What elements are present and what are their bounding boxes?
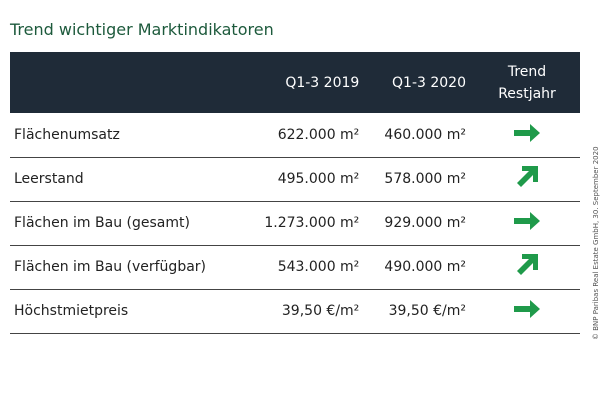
cell: 495.000 m² [277, 171, 360, 187]
cell: 460.000 m² [384, 126, 466, 143]
trend-cell [474, 201, 580, 245]
arrow-right [514, 300, 540, 318]
cell: 490.000 m² [384, 259, 466, 275]
row: Höchstmietpreis 39,50 €/m² 39,50 €/m² [10, 289, 580, 333]
row: Flächen im Bau (gesamt) 1.273.000 m² 929.0… [10, 201, 580, 245]
cell: Höchstmietpreis [14, 303, 129, 319]
header-cell [10, 52, 246, 113]
cell: Flächenumsatz [14, 126, 120, 143]
cell: Leerstand [14, 171, 84, 187]
header-cell: Trend Restjahr [474, 52, 580, 113]
row: Flächen im Bau (verfügbar) 543.000 m² 490.… [10, 245, 580, 289]
table-body: Flächenumsatz 622.000 m² 460.000 m² Leersta… [10, 113, 580, 333]
cell: Flächen im Bau (verfügbar) [14, 259, 207, 275]
trend-cell [474, 157, 580, 201]
cell: 1.273.000 m² [264, 215, 360, 231]
arrow-right [514, 212, 540, 230]
cell: 578.000 m² [384, 171, 466, 187]
cell: 39,50 €/m² [281, 303, 360, 319]
row: Leerstand 495.000 m² 578.000 m² [10, 157, 580, 201]
cell: 622.000 m² [277, 126, 360, 143]
header-text: Trend Restjahr [498, 63, 556, 102]
trend-cell [474, 113, 580, 157]
cell: 929.000 m² [384, 215, 466, 231]
arrow-up-right [517, 166, 538, 187]
credit: © BNP Paribas Real Estate GmbH, 30. Sept… [592, 146, 600, 340]
cell: 39,50 €/m² [388, 303, 466, 319]
row: Flächenumsatz 622.000 m² 460.000 m² [10, 113, 580, 157]
arrow-right [514, 123, 540, 142]
cell: 543.000 m² [277, 259, 360, 275]
cell: Flächen im Bau (gesamt) [14, 215, 190, 231]
header-cell: Q1-3 2020 [392, 74, 466, 91]
trend-cell [474, 289, 580, 333]
header-row: Q1-3 2019 Q1-3 2020 Trend Restjahr [10, 52, 580, 113]
table: Q1-3 2019 Q1-3 2020 Trend Restjahr Fläch… [10, 52, 580, 334]
header-cell: Q1-3 2019 [285, 74, 360, 91]
title: Trend wichtiger Marktindikatoren [10, 20, 274, 39]
trend-cell [474, 245, 580, 289]
arrow-up-right [517, 254, 538, 275]
